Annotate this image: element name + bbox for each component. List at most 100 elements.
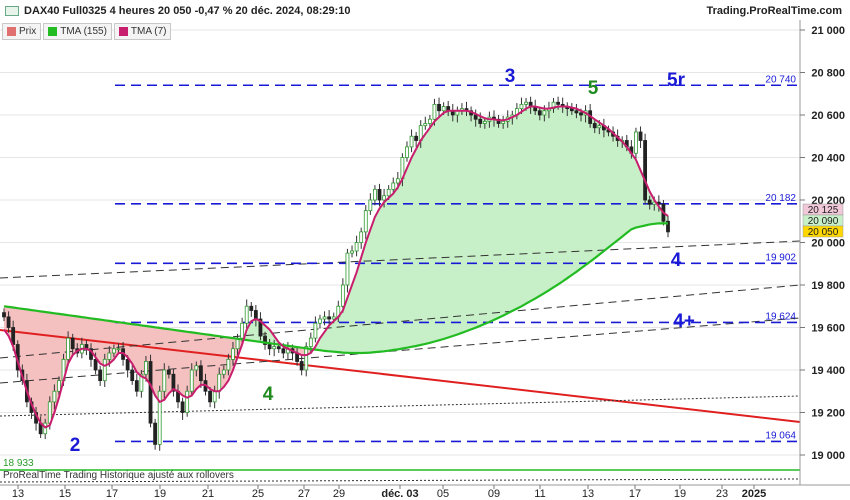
candle[interactable] — [70, 333, 75, 357]
candle[interactable] — [267, 338, 272, 356]
candle[interactable] — [166, 365, 171, 379]
candle[interactable] — [478, 112, 483, 128]
candle-body — [597, 125, 602, 129]
candle[interactable] — [231, 341, 235, 366]
candle[interactable] — [66, 331, 71, 366]
legend-item-tma-155[interactable]: TMA (155) — [43, 23, 112, 40]
candle[interactable] — [185, 385, 190, 417]
candle[interactable] — [194, 361, 199, 377]
candle[interactable] — [148, 354, 153, 428]
candle[interactable] — [322, 311, 327, 326]
candle[interactable] — [139, 370, 144, 398]
candle-body — [634, 131, 638, 154]
candle[interactable] — [414, 132, 419, 147]
candles[interactable] — [2, 96, 670, 451]
legend-swatch-icon — [118, 27, 128, 36]
candle[interactable] — [52, 384, 57, 410]
candle[interactable] — [391, 177, 396, 195]
candle[interactable] — [359, 227, 364, 249]
candle[interactable] — [340, 278, 345, 313]
candle[interactable] — [423, 116, 428, 130]
candle[interactable] — [244, 299, 249, 329]
candle[interactable] — [377, 183, 382, 207]
candle[interactable] — [409, 129, 414, 153]
candle[interactable] — [373, 185, 377, 206]
candle-body — [382, 195, 386, 201]
candle[interactable] — [666, 215, 670, 238]
candle[interactable] — [382, 188, 386, 208]
candle-body — [157, 390, 162, 445]
candle-body — [263, 335, 267, 345]
candle[interactable] — [363, 205, 368, 240]
wave-label: 3 — [505, 66, 516, 87]
candle[interactable] — [112, 344, 116, 358]
candle[interactable] — [496, 115, 501, 128]
candle[interactable] — [272, 339, 277, 357]
dashed-channel-line[interactable] — [0, 284, 801, 359]
candle-body — [313, 322, 318, 339]
candle[interactable] — [130, 364, 135, 385]
candle[interactable] — [226, 353, 231, 376]
candle[interactable] — [258, 312, 263, 341]
candle[interactable] — [592, 119, 597, 134]
candle[interactable] — [327, 310, 332, 327]
candle[interactable] — [153, 418, 158, 450]
candle-body — [253, 310, 258, 320]
candle[interactable] — [313, 316, 318, 343]
candle[interactable] — [240, 317, 245, 343]
candle[interactable] — [299, 354, 304, 376]
candle-body — [166, 369, 171, 375]
instrument-icon[interactable] — [5, 6, 19, 16]
dotted-trend-line[interactable] — [0, 395, 801, 417]
candle-body — [368, 199, 373, 212]
candle[interactable] — [208, 387, 212, 408]
candle[interactable] — [308, 332, 313, 355]
candle[interactable] — [345, 248, 350, 293]
candle[interactable] — [171, 368, 176, 397]
candle[interactable] — [162, 363, 167, 399]
legend-item-prix[interactable]: Prix — [2, 23, 42, 40]
x-axis[interactable]: 13 15 17 19 21 25 27 29 déc. 03 05 09 11 13 17 19 23 202… — [0, 484, 850, 500]
candle[interactable] — [134, 373, 139, 397]
candle[interactable] — [189, 363, 194, 397]
tma-fill-areas — [4, 106, 668, 428]
x-tick-label: 13 — [582, 488, 594, 500]
candle[interactable] — [638, 126, 643, 148]
legend-item-tma-7[interactable]: TMA (7) — [113, 23, 172, 40]
candle[interactable] — [6, 311, 11, 333]
x-tick-label: 17 — [629, 488, 641, 500]
candle[interactable] — [368, 193, 373, 215]
candle[interactable] — [647, 195, 652, 210]
candle[interactable] — [249, 302, 254, 317]
candle[interactable] — [574, 103, 579, 119]
candle[interactable] — [537, 106, 542, 121]
candle[interactable] — [180, 397, 185, 420]
candle[interactable] — [354, 235, 359, 257]
candle[interactable] — [473, 109, 478, 127]
candle[interactable] — [263, 331, 267, 350]
candle[interactable] — [2, 308, 6, 322]
candle[interactable] — [221, 365, 226, 379]
candle[interactable] — [98, 365, 103, 386]
candle[interactable] — [102, 353, 107, 387]
candle[interactable] — [199, 360, 203, 389]
candle-body — [267, 344, 272, 350]
candle[interactable] — [318, 314, 322, 329]
candle[interactable] — [157, 385, 162, 451]
candle[interactable] — [643, 133, 648, 205]
candle[interactable] — [350, 245, 354, 258]
candle-body — [116, 348, 121, 351]
candle[interactable] — [405, 141, 409, 162]
dashed-channel-line[interactable] — [0, 240, 801, 279]
candle[interactable] — [57, 376, 61, 396]
y-tick-label: 19 600 — [811, 323, 845, 335]
candle[interactable] — [634, 127, 638, 160]
candle[interactable] — [551, 98, 556, 113]
candle[interactable] — [501, 115, 506, 129]
level-label: 19 064 — [765, 430, 796, 441]
candle[interactable] — [437, 97, 441, 119]
candle-body — [299, 361, 304, 371]
wave-label: 4 — [263, 384, 274, 405]
